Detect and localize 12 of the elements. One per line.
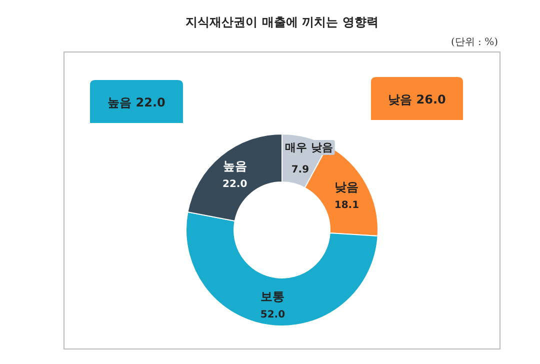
data-label: 22.0: [222, 178, 248, 190]
label: 보통: [260, 289, 285, 304]
data-label: 52.0: [260, 309, 286, 320]
annotation: (단위 : %): [450, 37, 498, 48]
data-label: 7.9: [291, 164, 310, 176]
label: 낮음: [334, 180, 359, 194]
label: 매우 낮음: [285, 141, 333, 154]
data-label: 18.1: [334, 200, 360, 212]
annotation: 낮음 26.0: [371, 77, 463, 120]
annotation: 높음 22.0: [90, 80, 183, 123]
label: 높음: [222, 158, 247, 173]
chart-title: 지식재산권이 매출에 끼치는 영향력: [186, 15, 378, 29]
